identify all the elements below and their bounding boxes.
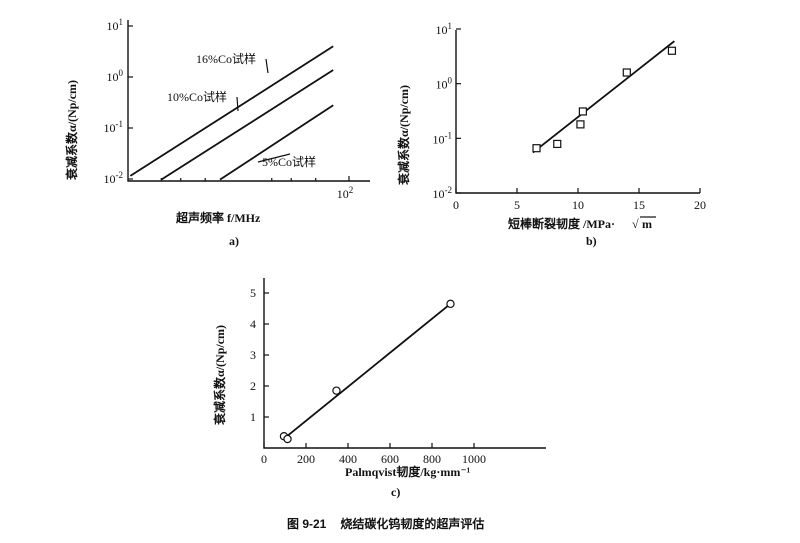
panel-a-series-label: 5%Co试样 xyxy=(262,154,316,169)
panel-b-x-tick-label: 15 xyxy=(633,198,645,212)
panel-b-data-point xyxy=(532,144,541,153)
panel-a-series-leader xyxy=(257,153,291,163)
panel-c-y-tick-label: 1 xyxy=(250,410,256,424)
panel-a-y-tick-label-base: 10 xyxy=(107,70,119,84)
panel-a-y-tick-label: 10-2 xyxy=(104,170,124,186)
panel-b-y-tick-label-exponent: -1 xyxy=(445,130,453,140)
panel-b-y-tick-label-base: 10 xyxy=(433,132,445,146)
panel-b-x-tick-label: 0 xyxy=(453,198,459,212)
figure-number: 图 9-21 xyxy=(287,517,327,531)
panel-b-y-tick-label-exponent: 0 xyxy=(448,76,453,86)
panel-c: 1 2 3 4 5 0 200 400 600 800 1000 衰减系数α/(Np/cm) Pal… xyxy=(212,278,546,499)
panel-a-y-tick-label: 100 xyxy=(107,68,124,84)
panel-a-label: a) xyxy=(229,234,239,248)
panel-b-label: b) xyxy=(586,234,597,248)
panel-b-x-tick-label: 10 xyxy=(572,198,584,212)
panel-a-series-label: 10%Co试样 xyxy=(167,89,227,104)
panel-a-y-tick-label: 10-1 xyxy=(104,119,124,135)
panel-b-data-point xyxy=(578,107,587,116)
panel-a-series-leader xyxy=(265,58,269,74)
panel-c-x-tick-label: 800 xyxy=(423,452,441,466)
panel-a-series-line xyxy=(160,69,334,181)
panel-a-ylabel: 衰减系数α/(Np/cm) xyxy=(64,80,79,181)
panel-a-series-line xyxy=(129,45,334,177)
panel-a-y-tick-label-exponent: 0 xyxy=(119,68,124,78)
panel-b-y-tick-label-base: 10 xyxy=(433,187,445,201)
panel-b-y-tick-label: 101 xyxy=(436,21,453,37)
panel-b-xlabel-text: 短棒断裂韧度 /MPa· xyxy=(508,216,615,231)
panel-b-data-point xyxy=(622,68,631,77)
panel-c-x-tick-label: 1000 xyxy=(462,452,486,466)
panel-c-x-tick-label: 0 xyxy=(261,452,267,466)
panel-c-x-tick-label: 400 xyxy=(339,452,357,466)
panel-a-xlabel: 超声频率 f/MHz xyxy=(175,210,261,225)
panel-c-label: c) xyxy=(391,485,400,499)
panel-a-y-tick-label-base: 10 xyxy=(104,172,116,186)
figure-title: 烧结碳化钨韧度的超声评估 xyxy=(340,516,484,531)
panel-c-y-tick-label: 5 xyxy=(250,286,256,300)
panel-c-data-point xyxy=(283,434,292,444)
panel-b-axes xyxy=(455,30,700,194)
panel-a-y-tick-label-exponent: -2 xyxy=(116,170,124,180)
panel-b-fit-line xyxy=(532,40,675,154)
panel-c-data-point xyxy=(332,386,341,395)
panel-b-y-tick-label: 10-1 xyxy=(433,130,453,146)
panel-c-y-tick-label: 3 xyxy=(250,348,256,362)
panel-c-y-tick-label: 4 xyxy=(250,317,256,331)
panel-b-y-tick-label-base: 10 xyxy=(436,23,448,37)
panel-a-x-tick-label-exponent: 2 xyxy=(349,185,354,195)
panel-a-y-tick-label-exponent: -1 xyxy=(116,119,124,129)
panel-c-y-tick-label: 2 xyxy=(250,379,256,393)
panel-b-y-tick-label-exponent: 1 xyxy=(448,21,453,31)
panel-c-xlabel: Palmqvist韧度/kg·mm⁻¹ xyxy=(345,464,471,479)
panel-b-ylabel: 衰减系数α/(Np/cm) xyxy=(396,85,411,186)
panel-a-y-tick-label: 101 xyxy=(107,17,124,33)
panel-a-x-tick-label: 102 xyxy=(337,185,354,201)
panel-a-axes xyxy=(127,20,370,182)
panel-b-data-point xyxy=(576,120,585,129)
panel-b-data-point xyxy=(553,139,562,149)
panel-b-x-tick-label: 5 xyxy=(514,198,520,212)
panel-b-y-tick-label: 100 xyxy=(436,76,453,92)
panel-a-x-tick-label-base: 10 xyxy=(337,187,349,201)
panel-a-y-tick-label-exponent: 1 xyxy=(119,17,124,27)
panel-a-series-leader xyxy=(236,96,239,112)
panel-b-xlabel-unit: m xyxy=(642,217,652,231)
panel-c-axes xyxy=(263,278,546,449)
panel-c-x-tick-label: 600 xyxy=(381,452,399,466)
panel-b-y-tick-label: 10-2 xyxy=(433,185,453,201)
panel-b-xlabel-radical: √ xyxy=(632,217,639,231)
panel-b-y-tick-label-base: 10 xyxy=(436,78,448,92)
panel-a-y-tick-label-base: 10 xyxy=(107,19,119,33)
panel-b-xlabel: 短棒断裂韧度 /MPa· xyxy=(508,216,615,231)
panel-b-data-point xyxy=(667,46,677,55)
panel-b-y-tick-label-exponent: -2 xyxy=(445,185,453,195)
panel-c-ylabel: 衰减系数α/(Np/cm) xyxy=(212,325,227,426)
panel-a-y-tick-label-base: 10 xyxy=(104,121,116,135)
panel-c-x-tick-label: 200 xyxy=(297,452,315,466)
panel-b-x-tick-label: 20 xyxy=(694,198,706,212)
panel-c-data-point xyxy=(446,299,455,309)
panel-c-fit-line xyxy=(284,303,452,439)
panel-a-series-line xyxy=(219,104,334,181)
panel-a-series-label: 16%Co试样 xyxy=(196,51,256,66)
figure-caption: 图 9-21 烧结碳化钨韧度的超声评估 xyxy=(287,516,484,531)
